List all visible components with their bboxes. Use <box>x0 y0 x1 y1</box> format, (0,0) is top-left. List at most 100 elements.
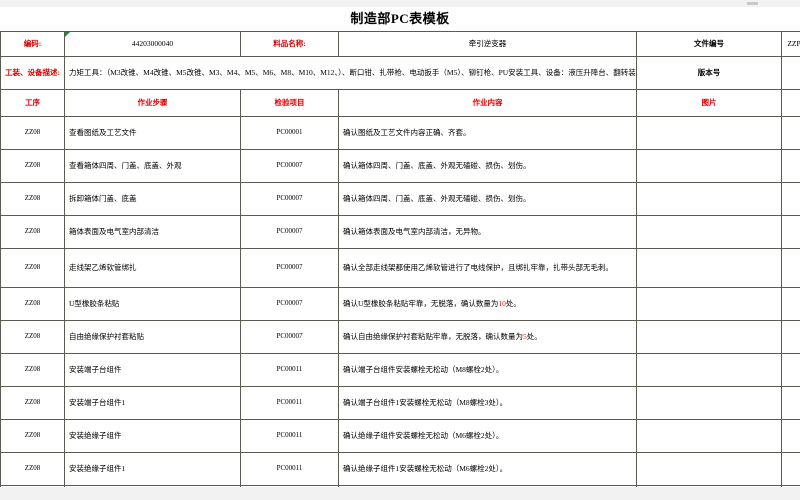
table-row[interactable]: ZZ08 拆卸箱体门盖、底盖 PC00007 确认箱体四周、门盖、底盖、外观无磕碰、损… <box>0 182 800 216</box>
scroll-marker <box>747 2 758 5</box>
content-text: 确认自由绝缘保护衬套粘贴牢靠，无脱落，确认数量为 <box>343 331 523 341</box>
cell-process[interactable]: ZZ08 <box>0 116 65 150</box>
cell-photo[interactable] <box>636 116 782 150</box>
cell-step[interactable]: 查看图纸及工艺文件 <box>64 116 241 150</box>
cell-photo[interactable] <box>636 452 782 486</box>
version-label: 版本号 <box>636 56 782 90</box>
cell-inspection[interactable]: PC00007 <box>240 248 339 288</box>
cell-photo[interactable] <box>636 215 782 249</box>
col-header-photo: 图片 <box>636 89 782 117</box>
content-text-tail: 处。 <box>505 298 521 308</box>
column-header-row: 工序 作业步骤 检验项目 作业内容 图片 <box>0 89 800 117</box>
table-row[interactable]: ZZ08 安装端子台组件 PC00011 确认端子台组件安装螺栓无松动（M8螺栓2处）… <box>0 353 800 387</box>
cell-inspection[interactable]: PC00011 <box>240 386 339 420</box>
col-header-process: 工序 <box>0 89 65 117</box>
sheet-bottom-strip <box>0 487 800 500</box>
cell-step[interactable]: 查看箱体四周、门盖、底盖、外观 <box>64 149 241 183</box>
cell-tail <box>781 116 800 150</box>
cell-content[interactable]: 确认箱体四周、门盖、底盖、外观无磕碰、损伤、划伤。 <box>338 149 637 183</box>
cell-tail <box>781 353 800 387</box>
version-value[interactable] <box>781 56 800 90</box>
cell-step[interactable]: 安装绝缘子组件1 <box>64 452 241 486</box>
cell-process[interactable]: ZZ08 <box>0 149 65 183</box>
table-row[interactable]: ZZ08 箱体表面及电气室内部清洁 PC00007 确认箱体表面及电气室内部清洁，无异… <box>0 215 800 249</box>
cell-content[interactable]: 确认箱体四周、门盖、底盖、外观无磕碰、损伤、划伤。 <box>338 182 637 216</box>
table-row[interactable]: ZZ08 安装绝缘子组件1 PC00011 确认绝缘子组件1安装螺栓无松动（M6螺栓2… <box>0 452 800 486</box>
cell-photo[interactable] <box>636 353 782 387</box>
table-body: 编码: 44203000040 料品名称: 牵引逆变器 文件编号 ZZP 工装、… <box>0 31 800 117</box>
cell-photo[interactable] <box>636 386 782 420</box>
cell-process[interactable]: ZZ08 <box>0 419 65 453</box>
cell-process[interactable]: ZZ08 <box>0 182 65 216</box>
cell-step[interactable]: 箱体表面及电气室内部清洁 <box>64 215 241 249</box>
cell-step[interactable]: 自由绝缘保护衬套粘贴 <box>64 320 241 354</box>
cell-inspection[interactable]: PC00007 <box>240 287 339 321</box>
cell-step[interactable]: 走线架乙烯软管绑扎 <box>64 248 241 288</box>
part-number-value[interactable]: 44203000040 <box>64 31 241 57</box>
meta-row-equipment: 工装、设备描述: 力矩工具：（M3改锥、M4改锥、M5改锥、M3、M4、M5、M… <box>0 56 800 90</box>
cell-content[interactable]: 确认全部走线架都使用乙烯软管进行了电线保护，且绑扎牢靠，扎带头部无毛刺。 <box>338 248 637 288</box>
cell-process[interactable]: ZZ08 <box>0 386 65 420</box>
cell-content[interactable]: 确认箱体表面及电气室内部清洁，无异物。 <box>338 215 637 249</box>
table-row[interactable]: ZZ08 安装端子台组件1 PC00011 确认端子台组件1安装螺栓无松动（M8螺栓3… <box>0 386 800 420</box>
equipment-label: 工装、设备描述: <box>0 56 65 90</box>
cell-process[interactable]: ZZ08 <box>0 452 65 486</box>
window-top-strip <box>0 0 800 7</box>
cell-content[interactable]: 确认端子台组件安装螺栓无松动（M8螺栓2处）。 <box>338 353 637 387</box>
cell-photo[interactable] <box>636 248 782 288</box>
cell-content[interactable]: 确认自由绝缘保护衬套粘贴牢靠，无脱落，确认数量为5处。 <box>338 320 637 354</box>
col-header-content: 作业内容 <box>338 89 637 117</box>
cell-content[interactable]: 确认U型橡胶条粘贴牢靠，无脱落，确认数量为10处。 <box>338 287 637 321</box>
cell-process[interactable]: ZZ08 <box>0 248 65 288</box>
cell-inspection[interactable]: PC00007 <box>240 182 339 216</box>
cell-inspection[interactable]: PC00007 <box>240 320 339 354</box>
cell-step[interactable]: 安装端子台组件1 <box>64 386 241 420</box>
cell-tail <box>781 386 800 420</box>
content-text-tail: 处。 <box>526 331 542 341</box>
cell-inspection[interactable]: PC00011 <box>240 419 339 453</box>
cell-step[interactable]: 安装绝缘子组件 <box>64 419 241 453</box>
cell-step[interactable]: 拆卸箱体门盖、底盖 <box>64 182 241 216</box>
part-name-label: 料品名称: <box>240 31 339 57</box>
cell-process[interactable]: ZZ08 <box>0 320 65 354</box>
table-row[interactable]: ZZ08 安装绝缘子组件 PC00011 确认绝缘子组件安装螺栓无松动（M6螺栓2处）… <box>0 419 800 453</box>
pc-table: 编码: 44203000040 料品名称: 牵引逆变器 文件编号 ZZP 工装、… <box>0 31 800 500</box>
equipment-value[interactable]: 力矩工具：（M3改锥、M4改锥、M5改锥、M3、M4、M5、M6、M8、M10、… <box>64 56 637 90</box>
cell-content[interactable]: 确认绝缘子组件1安装螺栓无松动（M6螺栓2处）。 <box>338 452 637 486</box>
cell-process[interactable]: ZZ08 <box>0 353 65 387</box>
cell-step[interactable]: 安装端子台组件 <box>64 353 241 387</box>
cell-process[interactable]: ZZ08 <box>0 287 65 321</box>
cell-inspection[interactable]: PC00011 <box>240 353 339 387</box>
table-row[interactable]: ZZ08 走线架乙烯软管绑扎 PC00007 确认全部走线架都使用乙烯软管进行了电线保… <box>0 248 800 288</box>
col-header-tail <box>781 89 800 117</box>
cell-content[interactable]: 确认图纸及工艺文件内容正确、齐套。 <box>338 116 637 150</box>
cell-process[interactable]: ZZ08 <box>0 215 65 249</box>
cell-inspection[interactable]: PC00001 <box>240 116 339 150</box>
cell-photo[interactable] <box>636 320 782 354</box>
cell-step[interactable]: U型橡胶条粘贴 <box>64 287 241 321</box>
col-header-step: 作业步骤 <box>64 89 241 117</box>
cell-photo[interactable] <box>636 149 782 183</box>
cell-tail <box>781 452 800 486</box>
cell-tail <box>781 182 800 216</box>
cell-photo[interactable] <box>636 287 782 321</box>
cell-photo[interactable] <box>636 419 782 453</box>
cell-inspection[interactable]: PC00011 <box>240 452 339 486</box>
cell-tail <box>781 320 800 354</box>
cell-content[interactable]: 确认绝缘子组件安装螺栓无松动（M6螺栓2处）。 <box>338 419 637 453</box>
table-row[interactable]: ZZ08 查看箱体四周、门盖、底盖、外观 PC00007 确认箱体四周、门盖、底盖、外… <box>0 149 800 183</box>
cell-photo[interactable] <box>636 182 782 216</box>
file-number-value[interactable]: ZZP <box>781 31 800 57</box>
cell-inspection[interactable]: PC00007 <box>240 215 339 249</box>
cell-tail <box>781 419 800 453</box>
table-row[interactable]: ZZ08 自由绝缘保护衬套粘贴 PC00007 确认自由绝缘保护衬套粘贴牢靠，无脱落，… <box>0 320 800 354</box>
sheet-grid: 编码: 44203000040 料品名称: 牵引逆变器 文件编号 ZZP 工装、… <box>0 31 800 500</box>
content-quantity: 5 <box>523 331 527 341</box>
table-row[interactable]: ZZ08 U型橡胶条粘贴 PC00007 确认U型橡胶条粘贴牢靠，无脱落，确认数量为1… <box>0 287 800 321</box>
part-name-value[interactable]: 牵引逆变器 <box>338 31 637 57</box>
cell-content[interactable]: 确认端子台组件1安装螺栓无松动（M8螺栓3处）。 <box>338 386 637 420</box>
table-row[interactable]: ZZ08 查看图纸及工艺文件 PC00001 确认图纸及工艺文件内容正确、齐套。 <box>0 116 800 150</box>
cell-inspection[interactable]: PC00007 <box>240 149 339 183</box>
page-title: 制造部PC表模板 <box>350 11 450 26</box>
